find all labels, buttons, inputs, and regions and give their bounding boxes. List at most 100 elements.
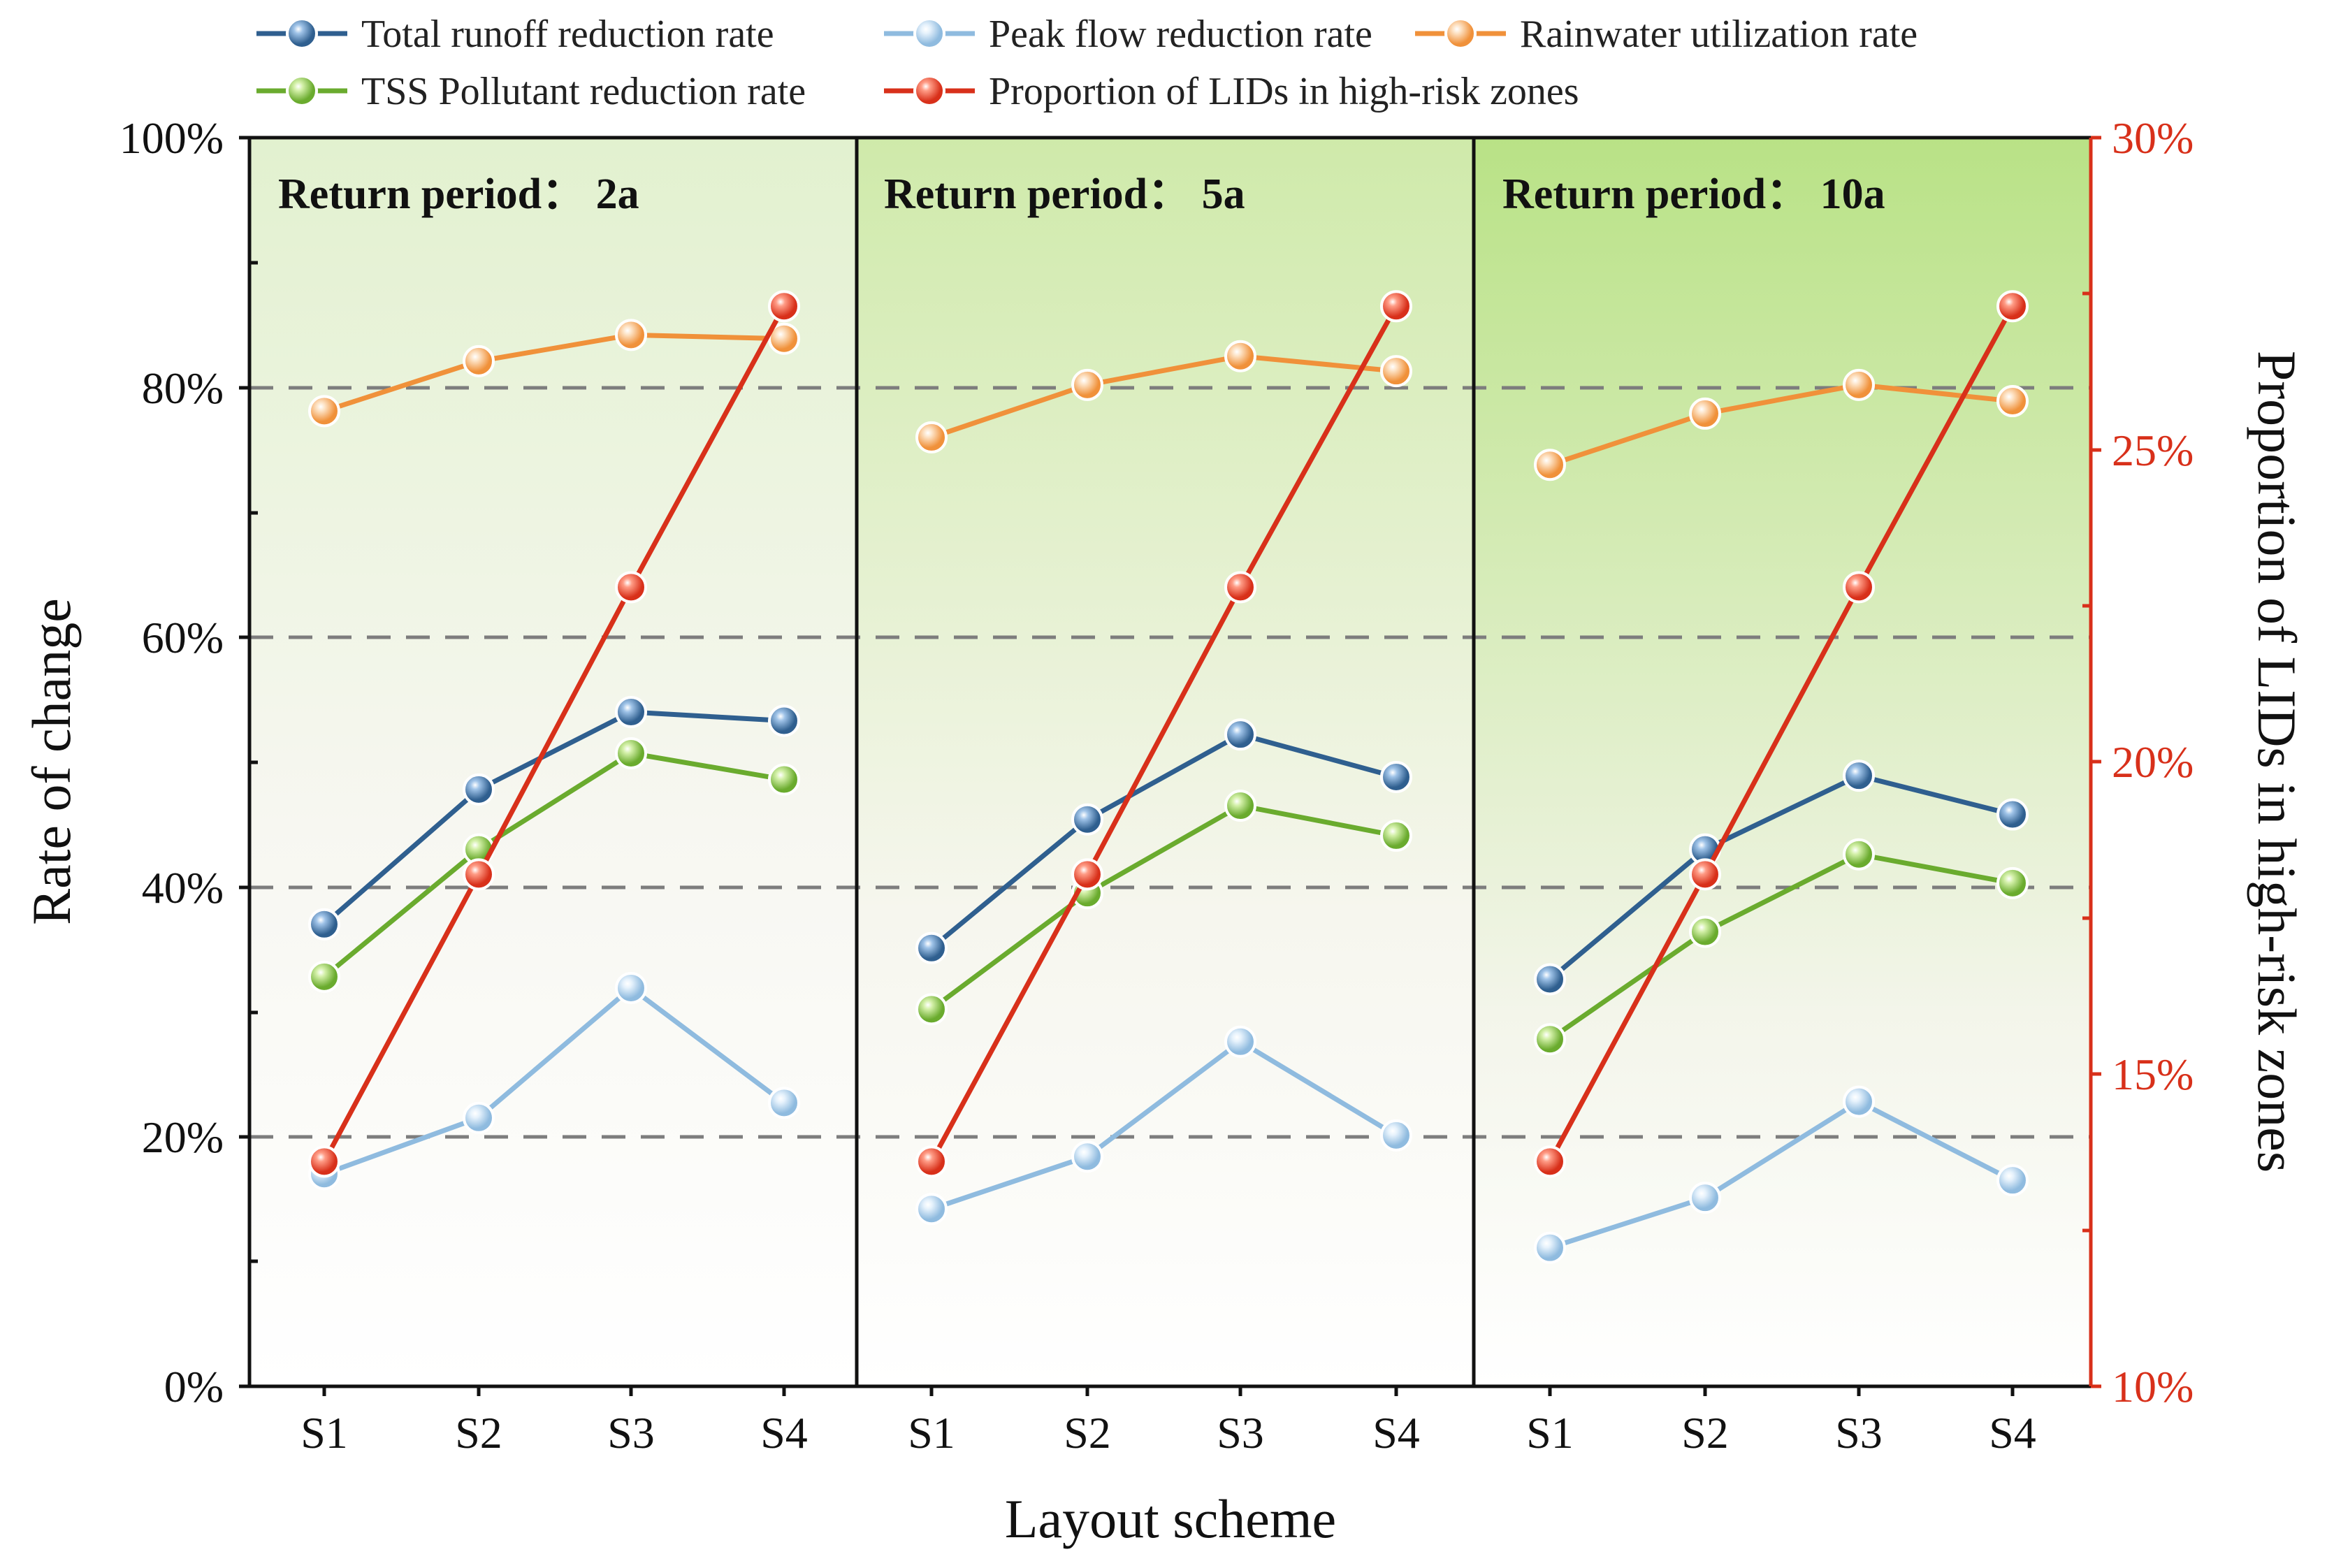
panel-title: Return period： 10a [1502, 170, 1885, 218]
data-point-tss [615, 736, 647, 769]
x-tick-label: S2 [455, 1408, 502, 1458]
right-tick-label: 15% [2112, 1050, 2194, 1099]
legend-label-rain: Rainwater utilization rate [1520, 13, 1918, 56]
x-axis-title: Layout scheme [1005, 1488, 1336, 1549]
legend-marker-tss [286, 75, 318, 107]
legend-label-total: Total runoff reduction rate [361, 13, 774, 56]
data-point-tss [1843, 838, 1875, 871]
series-line-tss [1549, 852, 2013, 1042]
data-point-rain [1689, 397, 1721, 430]
x-tick-label: S1 [300, 1408, 348, 1458]
data-point-prop [768, 290, 800, 323]
data-point-prop [308, 1145, 340, 1178]
left-tick-label: 20% [142, 1112, 224, 1162]
x-tick-label: S3 [1835, 1408, 1883, 1458]
data-point-tss [1996, 866, 2029, 899]
data-point-prop [1689, 858, 1721, 891]
data-point-peak [1534, 1231, 1566, 1264]
x-tick-label: S4 [1989, 1408, 2036, 1458]
y-axis-title: Rate of change [21, 598, 82, 925]
data-point-peak [1689, 1182, 1721, 1214]
data-point-peak [463, 1101, 495, 1134]
data-point-peak [1224, 1025, 1256, 1058]
data-point-total [615, 696, 647, 729]
panel-background-2 [857, 138, 1474, 1386]
data-point-rain [463, 344, 495, 377]
legend-marker-rain [1444, 17, 1477, 50]
series-layer [308, 290, 2029, 1264]
panel-background-1 [249, 138, 857, 1386]
data-point-total [308, 908, 340, 941]
x-tick-label: S4 [1372, 1408, 1420, 1458]
legend-marker-peak [913, 17, 945, 50]
right-tick-label: 10% [2112, 1362, 2194, 1411]
data-point-prop [1843, 571, 1875, 604]
data-point-rain [1071, 368, 1103, 401]
data-point-tss [1224, 790, 1256, 822]
x-tick-label: S2 [1064, 1408, 1111, 1458]
x-tick-label: S1 [908, 1408, 955, 1458]
right-tick-label: 20% [2112, 737, 2194, 787]
data-point-rain [768, 322, 800, 355]
left-tick-label: 60% [142, 613, 224, 662]
series-line-tss [322, 750, 785, 979]
data-point-rain [1996, 385, 2029, 418]
data-point-peak [1996, 1164, 2029, 1197]
data-point-total [463, 773, 495, 806]
data-point-tss [1534, 1023, 1566, 1056]
data-point-peak [915, 1193, 948, 1226]
data-point-rain [915, 421, 948, 453]
data-point-prop [1071, 858, 1103, 891]
data-point-prop [1224, 571, 1256, 604]
data-point-total [1224, 718, 1256, 751]
y-axis-right-title: Proportion of LIDs in high-risk zones [2247, 351, 2307, 1173]
right-axis-ticks [2082, 136, 2101, 1388]
gridlines [249, 386, 2091, 1139]
right-tick-label: 30% [2112, 113, 2194, 163]
legend: Total runoff reduction rate Peak flow red… [256, 13, 1918, 113]
data-point-tss [308, 960, 340, 993]
data-point-rain [308, 395, 340, 428]
plot-frame [247, 136, 2091, 1388]
data-point-prop [1534, 1145, 1566, 1178]
series-line-peak [323, 985, 786, 1177]
data-point-total [1843, 760, 1875, 792]
left-tick-label: 40% [142, 863, 224, 913]
data-point-total [768, 704, 800, 737]
panel-title: Return period： 2a [278, 170, 639, 218]
data-point-tss [768, 763, 800, 796]
series-line-peak [1549, 1099, 2014, 1250]
series-line-rain [1549, 382, 2013, 467]
series-line-prop [929, 305, 1399, 1163]
data-point-tss [1380, 819, 1412, 852]
right-tick-label: 25% [2112, 426, 2194, 475]
left-tick-label: 100% [119, 113, 224, 163]
series-line-total [1548, 773, 2013, 982]
data-point-peak [1071, 1140, 1103, 1173]
data-point-prop [1380, 290, 1412, 323]
legend-label-prop: Proportion of LIDs in high-risk zones [989, 70, 1579, 113]
data-point-peak [768, 1087, 800, 1119]
series-line-total [322, 709, 785, 927]
left-axis-ticks [239, 136, 258, 1388]
series-line-tss [929, 803, 1397, 1012]
x-tick-label: S3 [607, 1408, 655, 1458]
data-point-prop [1996, 290, 2029, 323]
data-point-prop [615, 571, 647, 604]
data-point-peak [615, 971, 647, 1004]
x-tick-label: S2 [1681, 1408, 1729, 1458]
data-point-total [1380, 760, 1412, 793]
series-line-prop [1547, 305, 2015, 1163]
data-point-tss [1689, 915, 1721, 948]
legend-label-peak: Peak flow reduction rate [989, 13, 1372, 56]
data-point-prop [463, 858, 495, 891]
data-point-rain [1224, 340, 1256, 372]
data-point-total [1071, 803, 1103, 836]
series-line-rain [930, 354, 1397, 440]
data-point-total [1534, 963, 1566, 996]
series-line-peak [930, 1039, 1398, 1212]
data-point-rain [1534, 449, 1566, 481]
panel-background-3 [1474, 138, 2091, 1386]
